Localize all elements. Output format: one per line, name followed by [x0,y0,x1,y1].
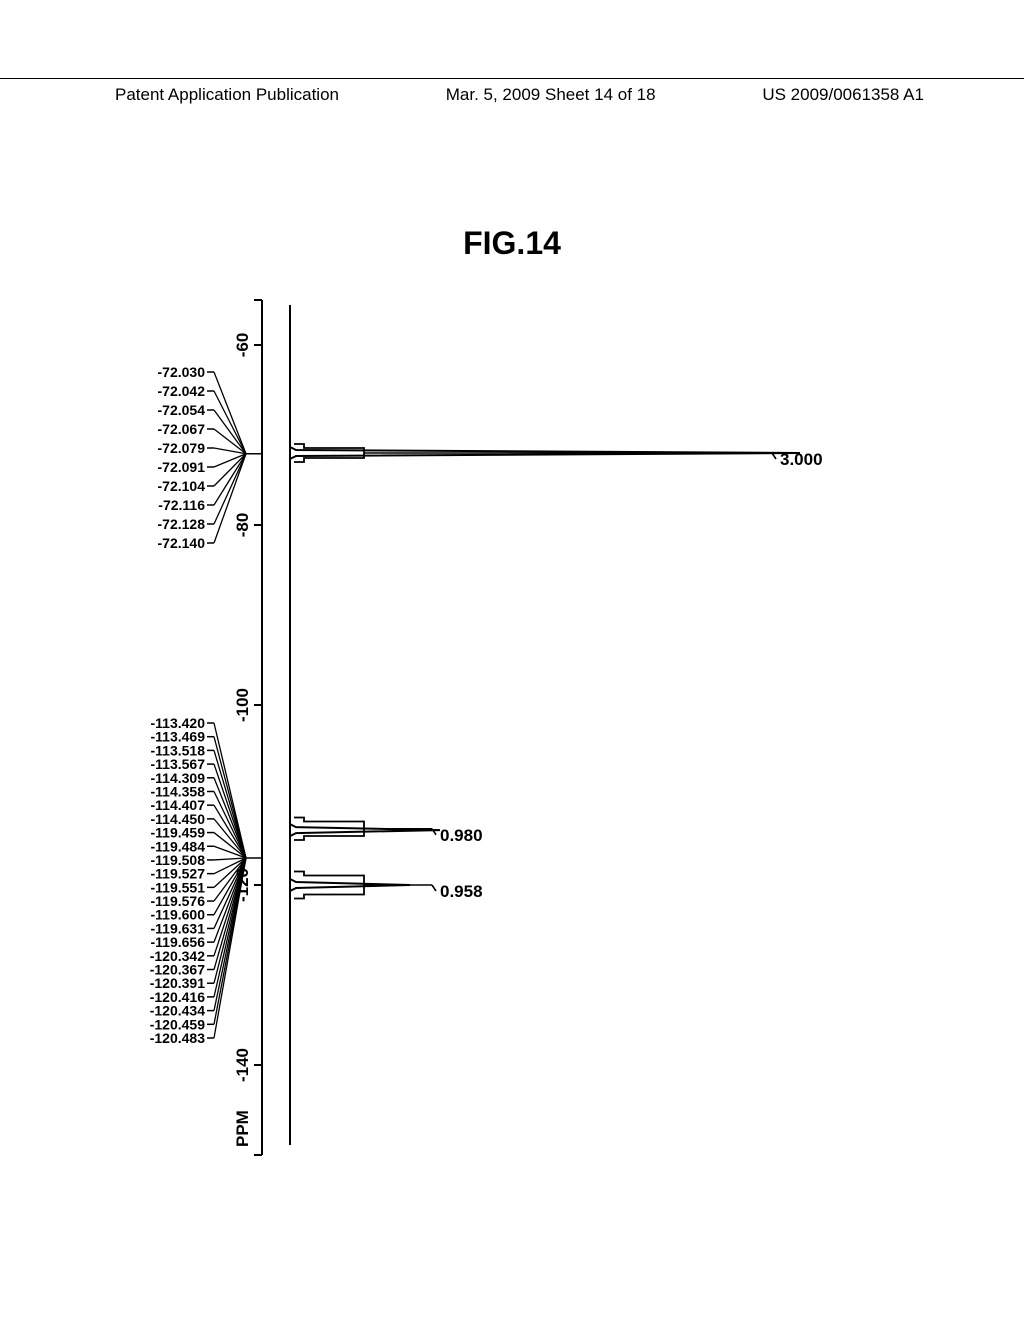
peak-label: -72.140 [158,535,206,551]
header-left: Patent Application Publication [115,85,339,105]
axis-tick-label: -100 [233,688,252,722]
axis-tick-label: -80 [233,513,252,538]
axis-unit-label: PPM [233,1110,252,1147]
page-header: Patent Application Publication Mar. 5, 2… [0,78,1024,105]
peak-label: -72.079 [158,440,206,456]
peak-label: -72.042 [158,383,206,399]
integral-value: 3.000 [780,450,823,469]
axis-tick-label: -60 [233,333,252,358]
peak-label: -72.091 [158,459,206,475]
peak-label: -72.067 [158,421,206,437]
peak-label: -72.104 [158,478,206,494]
peak-label: -72.128 [158,516,206,532]
peak-label: -72.054 [158,402,206,418]
header-center: Mar. 5, 2009 Sheet 14 of 18 [446,85,656,105]
integral-value: 0.958 [440,882,483,901]
peak-label: -72.116 [158,497,205,513]
nmr-spectrum: -60-80-100-120-140PPM-72.030-72.042-72.0… [0,290,1024,1170]
axis-tick-label: -140 [233,1048,252,1082]
integral-value: 0.980 [440,826,483,845]
peak-label: -120.483 [150,1030,205,1046]
header-right: US 2009/0061358 A1 [762,85,924,105]
figure-title: FIG.14 [463,225,561,262]
peak-label: -72.030 [158,364,206,380]
